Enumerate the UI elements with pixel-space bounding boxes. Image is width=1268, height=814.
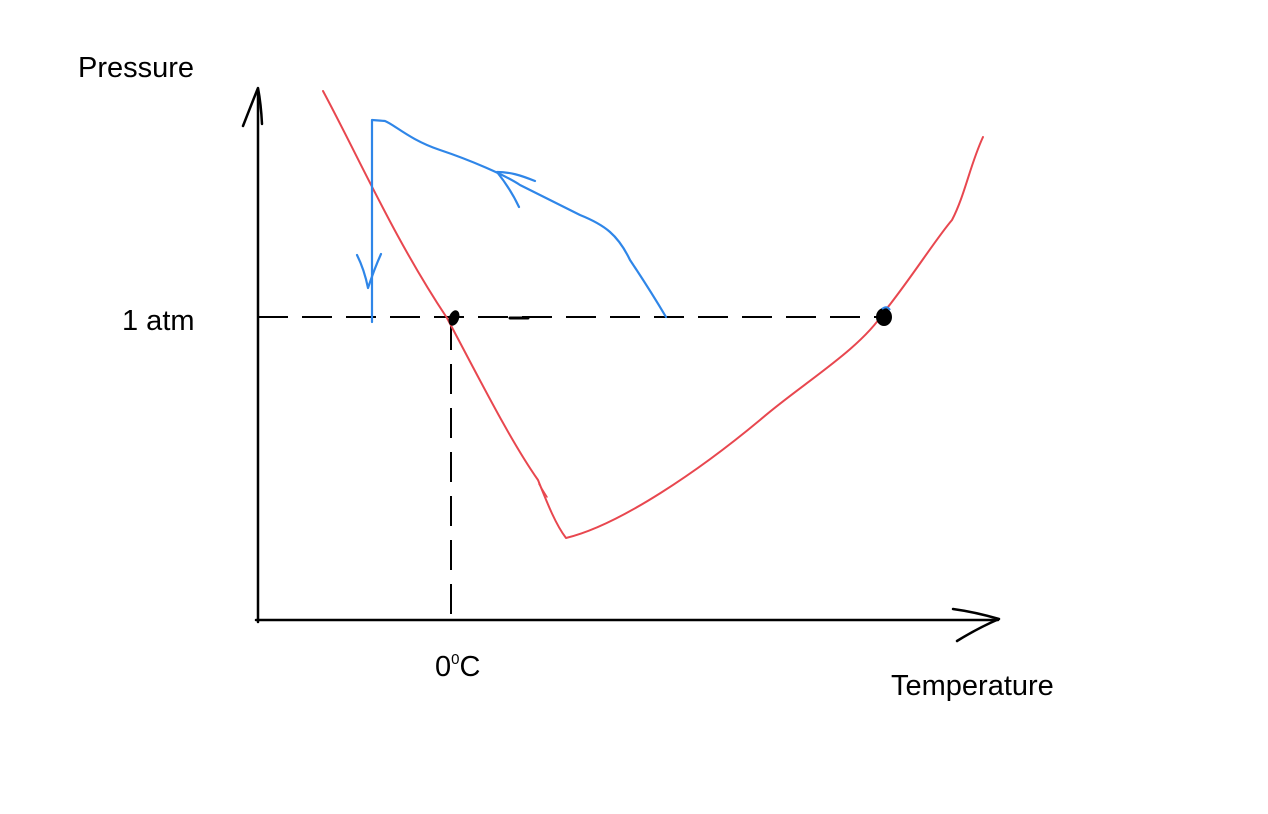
- melting-point-marker: [448, 310, 460, 326]
- y-axis-label: Pressure: [78, 52, 194, 84]
- zero-celsius-value: 0: [435, 651, 451, 683]
- zero-celsius-unit: C: [459, 651, 480, 683]
- x-axis-label: Temperature: [891, 670, 1054, 702]
- guide-lines: [258, 316, 888, 618]
- boiling-point-marker: [876, 308, 892, 326]
- phase-boundary-tick: [538, 483, 548, 498]
- process-path-line: [370, 118, 668, 324]
- zero-celsius-superscript: 0: [451, 651, 459, 668]
- boiling-point-blue-mark: [881, 306, 891, 311]
- process-arrowhead-down: [355, 252, 383, 290]
- process-arrowhead-upper: [495, 170, 537, 209]
- zero-celsius-label: 00C: [435, 651, 480, 683]
- y-axis-arrowhead: [241, 86, 264, 128]
- process-path: [355, 118, 668, 324]
- one-atm-label: 1 atm: [122, 305, 195, 337]
- x-axis-arrowhead: [951, 607, 1001, 643]
- axes: [241, 86, 1001, 643]
- phase-boundary-curve: [322, 90, 984, 539]
